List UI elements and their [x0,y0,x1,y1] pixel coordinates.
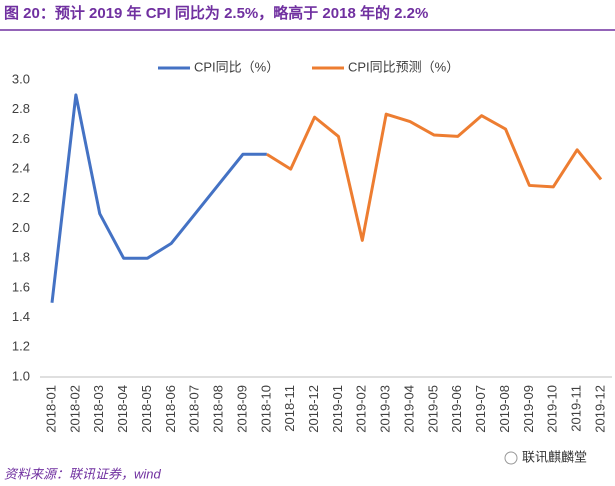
x-tick-label: 2018-08 [211,385,226,433]
y-tick-label: 1.8 [12,250,30,265]
x-tick-label: 2019-04 [401,385,416,433]
x-tick-label: 2019-02 [354,385,369,433]
y-tick-label: 1.4 [12,309,30,324]
x-tick-label: 2018-07 [187,385,202,433]
legend-label: CPI同比预测（%） [348,59,459,74]
wm-icon [504,451,518,465]
x-tick-label: 2018-10 [258,385,273,433]
source: 资料来源：联讯证券，wind [4,466,162,481]
x-tick-label: 2018-12 [306,385,321,433]
y-tick-label: 1.6 [12,279,30,294]
watermark: 联讯麒麟堂 [522,449,587,464]
x-tick-label: 2019-12 [592,385,607,433]
x-tick-label: 2019-01 [330,385,345,433]
x-tick-label: 2018-02 [67,385,82,433]
chart-title: 图 20：预计 2019 年 CPI 同比为 2.5%，略高于 2018 年的 … [4,4,428,22]
legend-label: CPI同比（%） [194,59,279,74]
x-tick-label: 2019-11 [569,385,584,432]
y-tick-label: 1.0 [12,368,30,383]
x-tick-label: 2018-04 [115,385,130,433]
x-tick-label: 2018-11 [282,385,297,432]
x-tick-label: 2019-07 [473,385,488,433]
x-tick-label: 2019-05 [425,385,440,433]
y-tick-label: 2.8 [12,101,30,116]
x-tick-label: 2018-06 [163,385,178,433]
series-line [266,112,603,242]
y-tick-label: 2.2 [12,190,30,205]
y-tick-label: 2.0 [12,220,30,235]
y-tick-label: 1.2 [12,339,30,354]
series-line [50,93,267,303]
x-tick-label: 2018-09 [234,385,249,433]
y-tick-label: 3.0 [12,71,30,86]
x-tick-label: 2019-03 [378,385,393,433]
x-tick-label: 2019-06 [449,385,464,433]
x-tick-label: 2018-05 [139,385,154,433]
x-tick-label: 2019-10 [545,385,560,433]
x-tick-label: 2019-08 [497,385,512,433]
y-tick-label: 2.4 [12,161,30,176]
x-tick-label: 2018-01 [43,385,58,433]
x-tick-label: 2018-03 [91,385,106,433]
x-tick-label: 2019-09 [521,385,536,433]
y-tick-label: 2.6 [12,131,30,146]
